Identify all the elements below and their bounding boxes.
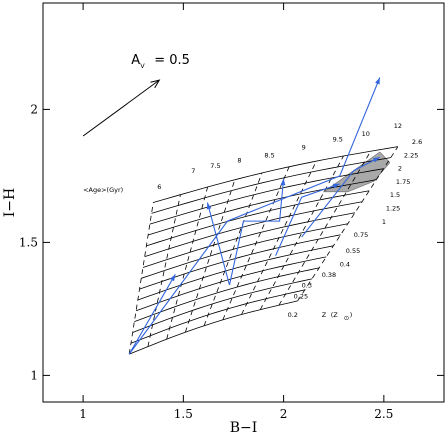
track-arrowhead	[332, 183, 340, 189]
metallicity-label: 2	[398, 165, 402, 173]
metallicity-grid-line	[135, 256, 327, 312]
metallicity-label: 0.3	[302, 282, 312, 290]
metallicity-label: 0.25	[294, 292, 308, 300]
age-grid-line	[241, 160, 317, 315]
x-tick-label: 1.5	[174, 407, 193, 421]
metallicity-label: 0.38	[322, 271, 336, 279]
metallicity-grid-line	[149, 168, 384, 225]
metallicity-label: 1.75	[396, 178, 410, 186]
metallicity-grid-line	[148, 179, 377, 236]
x-tick-label: 1	[79, 407, 87, 421]
age-grid-line	[297, 146, 399, 302]
metallicity-grid-line	[151, 157, 391, 214]
metallicity-header: Z	[322, 311, 327, 319]
track-arrowhead	[280, 178, 286, 186]
model-track	[301, 156, 381, 238]
metallicity-label: 2.6	[412, 138, 422, 146]
metallicity-label: 1.5	[390, 191, 400, 199]
age-grid-line	[259, 155, 344, 310]
track-arrowhead	[375, 77, 380, 85]
age-grid-line	[222, 166, 290, 321]
track-arrowhead	[169, 274, 176, 282]
metallicity-label: 0.75	[354, 231, 368, 239]
y-tick-label: 1	[30, 368, 38, 382]
age-label: 8.5	[264, 151, 274, 159]
metallicity-header-open: (Z	[331, 311, 339, 319]
age-label: 6	[157, 183, 161, 191]
metallicity-label: 0.4	[340, 260, 350, 268]
metallicity-grid-line	[144, 201, 363, 258]
age-label: 9	[302, 143, 306, 151]
age-label: 10	[362, 130, 370, 138]
age-grid-line	[203, 172, 263, 326]
extinction-label-value: = 0.5	[154, 53, 190, 68]
metallicity-grid-line	[146, 190, 370, 247]
y-tick-label: 2	[30, 102, 38, 116]
metallicity-header-close: )	[350, 311, 353, 319]
model-track	[128, 274, 176, 355]
plot-frame	[42, 2, 445, 403]
extinction-label-sub: V	[140, 62, 145, 70]
age-label: 7.5	[210, 162, 220, 170]
extinction-label: A	[131, 53, 140, 68]
metallicity-label: 2.25	[404, 151, 418, 159]
x-axis-title: B−I	[230, 420, 258, 436]
metallicity-grid-line	[134, 267, 320, 323]
model-track	[275, 183, 340, 256]
model-track	[206, 202, 230, 286]
age-grid-line	[147, 194, 181, 347]
track-arrowhead	[206, 202, 212, 210]
metallicity-label: 0.2	[288, 311, 298, 319]
age-label: 12	[394, 122, 402, 130]
age-label: 9.5	[333, 135, 343, 143]
age-header: <Age>(Gyr)	[83, 186, 123, 194]
extinction-arrow	[82, 79, 160, 137]
metallicity-grid-line	[137, 245, 334, 301]
y-axis-title: I−H	[2, 188, 18, 217]
extinction-arrowhead	[150, 79, 161, 89]
age-grid-line	[278, 151, 372, 306]
age-label: 7	[191, 167, 195, 175]
model-track	[228, 178, 285, 286]
metallicity-label: 1	[382, 218, 386, 226]
metallicity-grid-line	[129, 300, 298, 355]
metallicity-label: 1.25	[386, 204, 400, 212]
age-label: 8	[237, 157, 241, 165]
metallicity-grid-line	[130, 289, 305, 344]
track-arrowhead	[372, 157, 380, 163]
metallicity-label: 0.55	[346, 247, 360, 255]
model-track	[128, 77, 381, 355]
metallicity-grid-line	[141, 223, 348, 279]
metallicity-header-sub: ⊙	[344, 314, 349, 322]
metallicity-grid-line	[132, 278, 313, 333]
metallicity-grid-line	[153, 146, 398, 203]
y-tick-label: 1.5	[19, 235, 38, 249]
x-tick-label: 2.5	[374, 407, 393, 421]
metallicity-grid-line	[142, 212, 355, 268]
age-grid-line	[128, 202, 154, 355]
x-tick-label: 2	[280, 407, 288, 421]
